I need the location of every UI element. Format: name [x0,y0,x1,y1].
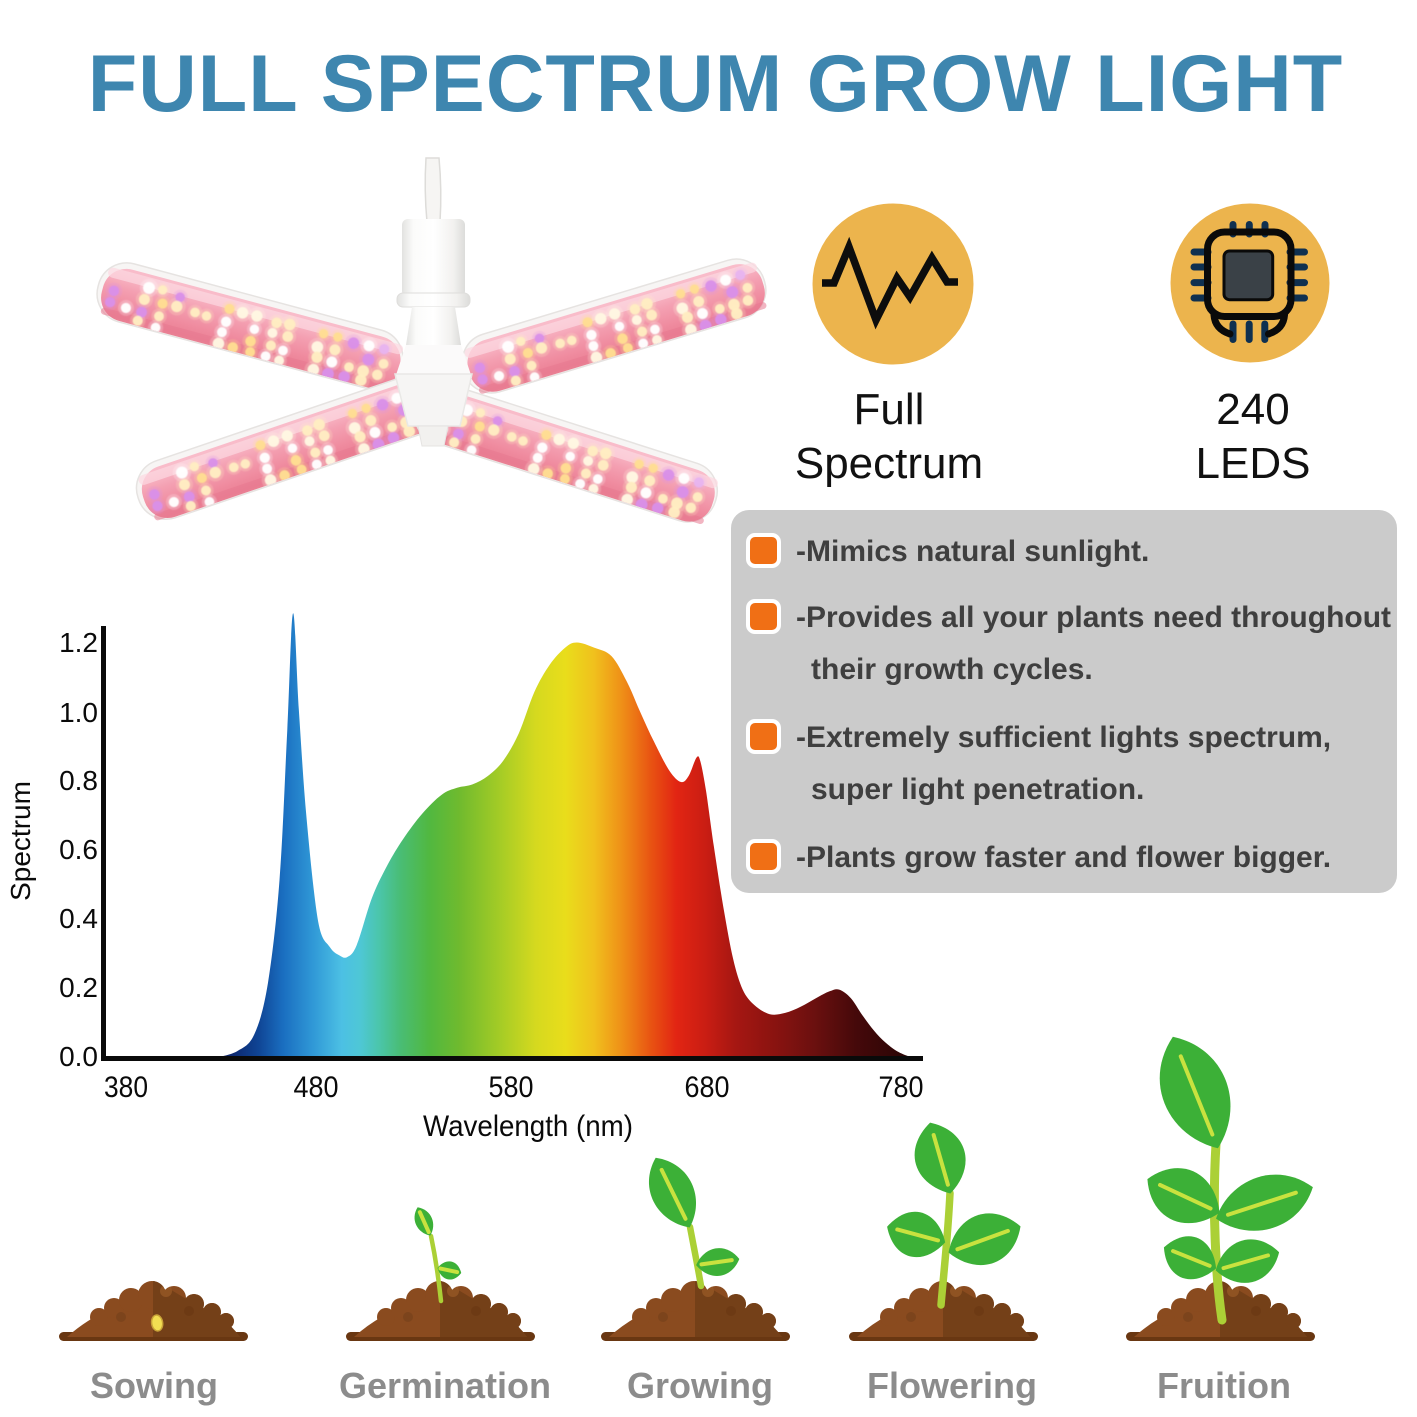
svg-text:0.0: 0.0 [59,1041,98,1072]
svg-text:0.6: 0.6 [59,834,98,865]
svg-text:1.0: 1.0 [59,697,98,728]
svg-text:0.2: 0.2 [59,972,98,1003]
svg-text:380: 380 [104,1071,148,1104]
svg-text:780: 780 [879,1071,924,1104]
svg-text:680: 680 [685,1071,730,1104]
svg-text:Wavelength (nm): Wavelength (nm) [423,1110,633,1143]
svg-text:1.2: 1.2 [59,627,98,658]
svg-text:480: 480 [294,1071,339,1104]
svg-text:0.8: 0.8 [59,765,98,796]
svg-text:580: 580 [489,1071,534,1104]
svg-text:0.4: 0.4 [59,903,98,934]
svg-text:Spectrum: Spectrum [5,781,36,901]
